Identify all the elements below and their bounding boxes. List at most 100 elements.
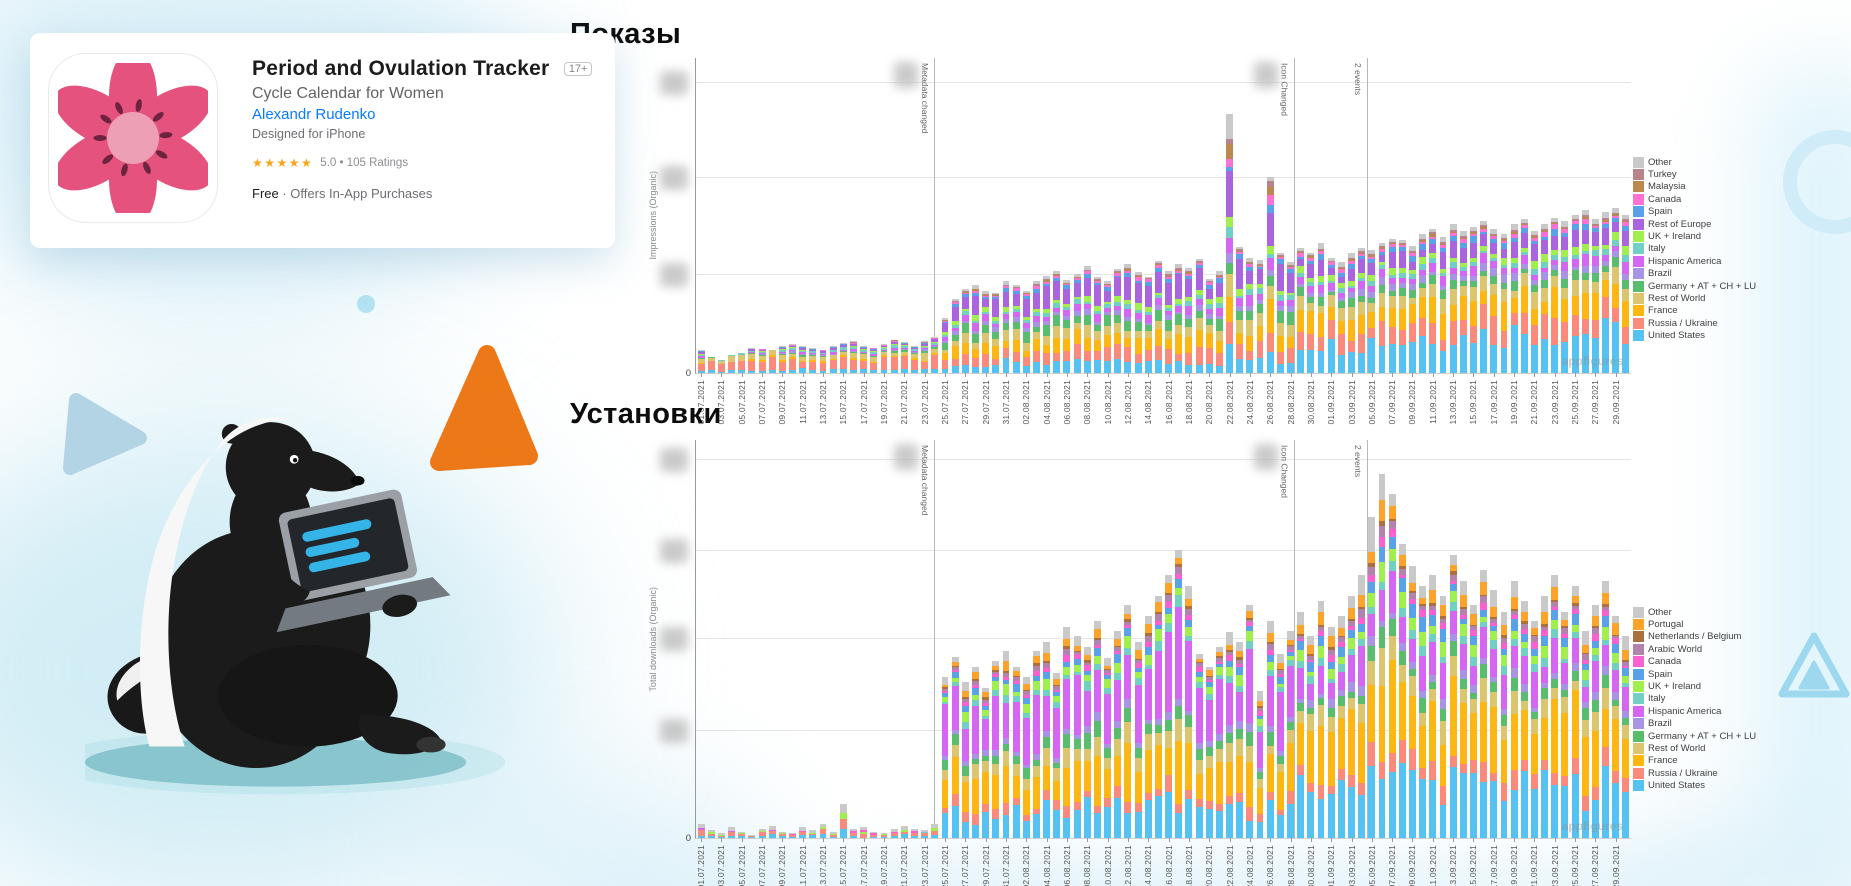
bar-segment <box>1388 528 1396 537</box>
bar-segment <box>890 340 898 342</box>
x-axis-tick <box>802 838 804 842</box>
legend-label: Rest of World <box>1648 292 1706 304</box>
bar-segment <box>1266 746 1274 755</box>
bar-segment <box>1114 680 1122 722</box>
bar-segment <box>1053 281 1061 301</box>
bar-segment <box>1114 296 1122 302</box>
bar-segment <box>1226 227 1233 238</box>
bar-segment <box>1327 275 1335 281</box>
bar-segment <box>1368 742 1376 767</box>
bar-segment <box>1348 691 1355 698</box>
bar-segment <box>992 339 1000 347</box>
bar-day-80 <box>1510 580 1518 838</box>
bar-day-83 <box>1541 224 1549 373</box>
bar-segment <box>1551 688 1559 700</box>
bar-segment <box>1144 664 1152 669</box>
bar-segment <box>1551 574 1559 588</box>
bar-segment <box>1256 269 1264 284</box>
bar-segment <box>1256 340 1264 358</box>
bar-segment <box>1195 365 1203 373</box>
bar-segment <box>1591 654 1599 662</box>
bar-segment <box>1388 548 1396 562</box>
bar-segment <box>778 347 786 348</box>
bar-segment <box>1419 275 1427 283</box>
bar-segment <box>1154 788 1162 797</box>
bar-segment <box>1530 285 1538 292</box>
bar-segment <box>1561 278 1569 288</box>
bar-segment <box>1429 234 1437 237</box>
bar-segment <box>951 346 959 360</box>
legend-color-swatch <box>1633 181 1644 193</box>
bar-segment <box>1541 254 1549 262</box>
bar-segment <box>1327 306 1335 320</box>
bar-segment <box>1561 712 1569 777</box>
bar-segment <box>1429 605 1437 611</box>
bar-segment <box>1622 738 1630 778</box>
bar-segment <box>1388 561 1396 572</box>
bar-segment <box>1175 588 1183 596</box>
bar-segment <box>1246 263 1254 265</box>
bar-segment <box>1165 622 1173 633</box>
bar-segment <box>1480 229 1488 232</box>
x-axis-date-label: 01.07.2021 <box>696 845 707 886</box>
bar-segment <box>1124 299 1132 304</box>
bar-segment <box>799 350 807 352</box>
bar-segment <box>1551 254 1559 260</box>
bar-segment <box>982 705 990 710</box>
x-axis-date-label: 24.08.2021 <box>1244 845 1255 886</box>
bar-segment <box>1073 276 1081 278</box>
bar-segment <box>1358 782 1366 796</box>
bar-day-45 <box>1154 261 1162 373</box>
developer-link[interactable]: Alexandr Rudenko <box>252 106 376 123</box>
bar-segment <box>890 351 898 353</box>
bar-segment <box>1510 257 1518 264</box>
bar-segment <box>1002 341 1010 349</box>
bar-segment <box>1033 689 1040 695</box>
bar-segment <box>1429 263 1437 272</box>
bar-segment <box>992 292 1000 295</box>
bar-segment <box>799 827 807 831</box>
bar-day-91 <box>1622 214 1630 373</box>
bar-segment <box>1175 314 1183 326</box>
bar-segment <box>1602 223 1610 229</box>
bar-day-60 <box>1307 636 1315 838</box>
bar-segment <box>1368 646 1376 662</box>
bar-segment <box>1327 295 1335 307</box>
bar-segment <box>1002 651 1010 662</box>
bar-segment <box>1205 324 1213 334</box>
bar-day-21 <box>911 346 918 373</box>
bar-segment <box>921 830 929 833</box>
iap-note: · Offers In-App Purchases <box>278 186 433 201</box>
bar-segment <box>748 352 756 353</box>
bar-segment <box>1337 690 1345 696</box>
bar-segment <box>1317 248 1325 250</box>
bar-segment <box>1256 822 1264 838</box>
bar-segment <box>972 699 979 707</box>
bar-segment <box>1530 308 1538 325</box>
bar-segment <box>1012 311 1020 318</box>
bar-segment <box>1480 246 1488 251</box>
bar-segment <box>1398 544 1406 555</box>
bar-segment <box>1053 708 1061 758</box>
x-axis-date-label: 11.07.2021 <box>797 845 808 886</box>
bar-segment <box>1449 229 1457 232</box>
bar-segment <box>1459 636 1467 645</box>
bar-segment <box>1073 280 1081 284</box>
bar-segment <box>1520 219 1528 223</box>
censored-y-tick-value <box>660 263 688 288</box>
bar-segment <box>951 302 959 305</box>
bar-segment <box>1419 646 1427 657</box>
bar-segment <box>1591 249 1599 256</box>
bar-day-81 <box>1520 219 1528 373</box>
bar-segment <box>1612 214 1620 216</box>
bar-segment <box>961 782 969 812</box>
bar-segment <box>1205 740 1213 747</box>
bar-segment <box>1561 658 1569 664</box>
legend-item-arabic-world: Arabic World <box>1633 643 1756 655</box>
bar-segment <box>1175 299 1183 305</box>
bar-segment <box>1012 756 1020 764</box>
bar-segment <box>1236 642 1244 651</box>
bar-segment <box>1480 328 1488 373</box>
bar-segment <box>1134 363 1142 373</box>
bar-segment <box>1093 280 1101 282</box>
